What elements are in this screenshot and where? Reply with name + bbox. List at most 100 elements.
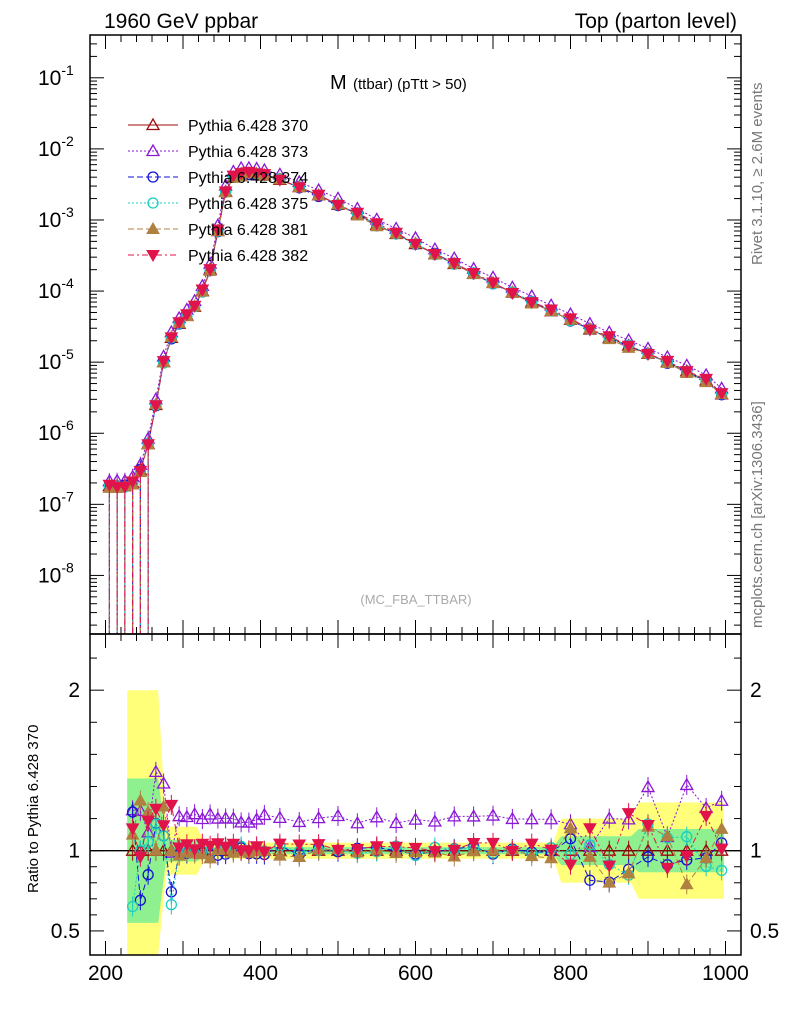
ratio-data-point xyxy=(389,841,403,854)
ratio-data-point xyxy=(505,845,520,858)
main-data-point xyxy=(164,332,179,345)
ratio-data-point xyxy=(187,806,202,820)
ratio-data-point xyxy=(149,843,163,856)
main-series-line xyxy=(109,172,722,488)
main-data-point xyxy=(679,366,694,379)
main-data-point xyxy=(699,373,713,386)
main-data-point xyxy=(273,174,287,187)
main-y-tick-label: 10-8 xyxy=(38,559,74,587)
ratio-data-point xyxy=(428,846,442,859)
main-data-point xyxy=(583,324,597,337)
ratio-data-point xyxy=(234,815,249,828)
ratio-data-point xyxy=(621,812,636,825)
main-data-point xyxy=(408,238,423,251)
main-y-tick-label: 10-6 xyxy=(38,417,74,445)
main-y-tick-label: 10-1 xyxy=(38,62,74,90)
ratio-data-point xyxy=(141,815,155,828)
ratio-data-point xyxy=(172,808,187,822)
header-left-label: 1960 GeV ppbar xyxy=(104,10,258,33)
main-y-tick-label: 10-5 xyxy=(38,346,74,374)
ratio-data-point xyxy=(660,829,675,842)
ratio-series-layer xyxy=(125,761,729,917)
ratio-y-tick-label-left: 0.5 xyxy=(51,920,80,943)
ratio-data-point xyxy=(681,831,693,843)
ratio-data-point xyxy=(679,877,694,890)
ratio-data-point xyxy=(660,862,675,875)
main-data-point xyxy=(714,388,729,401)
main-data-point xyxy=(505,287,520,300)
ratio-data-point xyxy=(164,799,179,812)
main-data-point xyxy=(172,317,186,330)
rivet-version-label: Rivet 3.1.10, ≥ 2.6M events xyxy=(749,83,766,266)
legend-entry-label: Pythia 6.428 381 xyxy=(188,222,308,239)
ratio-data-point xyxy=(272,810,287,824)
ratio-data-point xyxy=(203,840,217,853)
ratio-data-point xyxy=(187,844,202,857)
main-data-point xyxy=(447,258,462,271)
main-data-point xyxy=(226,170,241,183)
main-data-point xyxy=(218,186,233,199)
ratio-data-point xyxy=(584,874,596,886)
ratio-data-point xyxy=(485,808,501,821)
ratio-data-point xyxy=(195,811,210,825)
ratio-data-point xyxy=(679,777,694,791)
ratio-data-point xyxy=(350,843,365,856)
main-series-line xyxy=(109,172,722,489)
main-data-point xyxy=(149,400,163,413)
ratio-data-point xyxy=(699,810,713,823)
legend-marker xyxy=(145,117,161,131)
ratio-data-point xyxy=(524,838,539,851)
ratio-data-point xyxy=(714,821,729,834)
legend-marker xyxy=(147,197,159,209)
ratio-data-point xyxy=(292,814,307,828)
main-data-point xyxy=(350,207,365,220)
ratio-data-point xyxy=(125,823,140,836)
legend-entry-label: Pythia 6.428 373 xyxy=(188,144,308,161)
ratio-data-point xyxy=(126,900,139,913)
ratio-data-point xyxy=(218,841,233,854)
ratio-data-point xyxy=(679,851,694,864)
ratio-data-point xyxy=(563,821,578,834)
ratio-data-point xyxy=(330,808,346,822)
legend-marker xyxy=(147,171,159,183)
ratio-data-point xyxy=(602,875,617,888)
main-data-point xyxy=(524,297,539,310)
ratio-data-point xyxy=(447,844,462,857)
ratio-data-point xyxy=(563,859,578,872)
main-data-point xyxy=(563,313,578,326)
ratio-data-point xyxy=(134,894,147,906)
ratio-data-point xyxy=(486,837,500,850)
main-data-point xyxy=(292,182,307,195)
ratio-y-tick-label-right: 0.5 xyxy=(750,920,779,943)
ratio-data-point xyxy=(524,811,539,825)
ratio-data-point xyxy=(218,811,233,824)
ratio-data-point xyxy=(369,841,384,854)
ratio-data-point xyxy=(350,815,365,829)
main-data-point xyxy=(389,227,403,240)
ratio-data-point xyxy=(602,860,617,873)
ratio-data-point xyxy=(331,844,345,857)
main-plot-title-sub: (ttbar) (pTtt > 50) xyxy=(353,76,467,93)
main-y-tick-label: 10-4 xyxy=(38,275,74,303)
ratio-data-point xyxy=(715,864,728,877)
x-tick-label: 800 xyxy=(553,962,588,985)
ratio-data-point xyxy=(226,838,241,851)
ratio-data-point xyxy=(369,810,384,823)
legend: Pythia 6.428 370 Pythia 6.428 373 Pythia 6… xyxy=(128,117,308,265)
main-y-tick-label: 10-7 xyxy=(38,488,74,516)
x-tick-label: 600 xyxy=(398,962,433,985)
ratio-data-point xyxy=(640,779,656,793)
legend-marker xyxy=(146,250,160,263)
ratio-data-point xyxy=(389,815,404,829)
ratio-data-point xyxy=(544,844,558,857)
ratio-y-tick-label-left: 1 xyxy=(68,840,80,863)
ratio-data-point xyxy=(466,838,481,851)
ratio-data-point xyxy=(142,869,154,881)
ratio-data-point xyxy=(311,810,326,824)
ratio-data-point xyxy=(210,811,225,824)
main-data-point xyxy=(428,248,442,261)
main-y-tick-label: 10-3 xyxy=(38,204,74,232)
main-data-point xyxy=(211,224,225,237)
main-data-point xyxy=(187,300,202,313)
main-data-point xyxy=(486,277,500,290)
